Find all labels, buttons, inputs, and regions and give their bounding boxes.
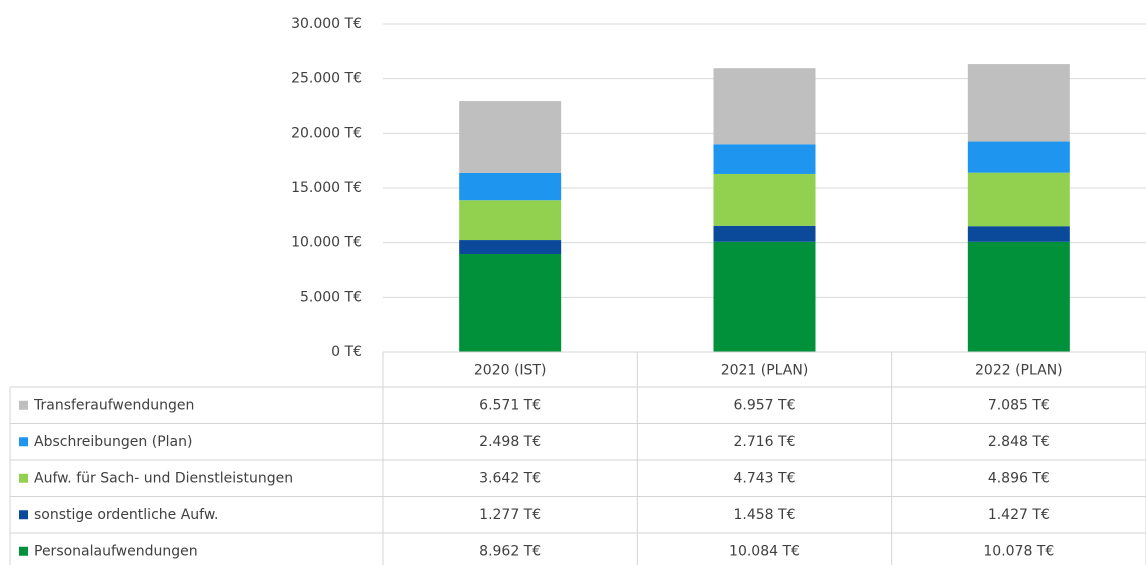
table-value: 7.085 T€ bbox=[988, 397, 1050, 413]
table-value: 2.498 T€ bbox=[479, 434, 541, 450]
bar-segment bbox=[713, 144, 816, 174]
bar-segment bbox=[459, 101, 562, 173]
x-category-label: 2021 (PLAN) bbox=[721, 363, 809, 379]
y-tick-label: 5.000 T€ bbox=[300, 289, 362, 305]
legend-key bbox=[19, 437, 28, 447]
bar-segment bbox=[713, 68, 816, 145]
legend-label: Personalaufwendungen bbox=[34, 543, 198, 559]
legend-key bbox=[19, 546, 28, 556]
table-value: 6.957 T€ bbox=[734, 397, 796, 413]
bar-segment bbox=[459, 172, 562, 201]
table-value: 8.962 T€ bbox=[479, 543, 541, 559]
bar-segment bbox=[967, 241, 1070, 352]
x-category-label: 2022 (PLAN) bbox=[975, 363, 1063, 379]
legend-key bbox=[19, 473, 28, 483]
y-tick-label: 0 T€ bbox=[331, 344, 362, 360]
table-value: 4.743 T€ bbox=[734, 470, 796, 486]
y-tick-label: 20.000 T€ bbox=[291, 125, 362, 141]
table-value: 4.896 T€ bbox=[988, 470, 1050, 486]
legend-label: Abschreibungen (Plan) bbox=[34, 434, 192, 450]
table-value: 1.458 T€ bbox=[734, 507, 796, 523]
legend-label: Aufw. für Sach- und Dienstleistungen bbox=[34, 470, 293, 486]
table-value: 6.571 T€ bbox=[479, 397, 541, 413]
bar-segment bbox=[459, 254, 562, 352]
bar-segment bbox=[967, 226, 1070, 242]
table-value: 10.078 T€ bbox=[983, 543, 1054, 559]
x-category-label: 2020 (IST) bbox=[474, 363, 547, 379]
table-value: 3.642 T€ bbox=[479, 470, 541, 486]
bar-segment bbox=[967, 141, 1070, 173]
table-value: 2.716 T€ bbox=[734, 434, 796, 450]
legend-label: Transferaufwendungen bbox=[33, 397, 194, 413]
table-value: 1.277 T€ bbox=[479, 507, 541, 523]
bar-segment bbox=[967, 64, 1070, 142]
bar-segment bbox=[713, 241, 816, 352]
y-tick-label: 10.000 T€ bbox=[291, 235, 362, 251]
bar-segment bbox=[713, 225, 816, 242]
bar-segment bbox=[967, 172, 1070, 227]
table-value: 1.427 T€ bbox=[988, 507, 1050, 523]
bar-segment bbox=[713, 173, 816, 226]
bar-segment bbox=[459, 200, 562, 241]
y-tick-label: 15.000 T€ bbox=[291, 180, 362, 196]
legend-label: sonstige ordentliche Aufw. bbox=[34, 507, 218, 523]
y-tick-label: 30.000 T€ bbox=[291, 16, 362, 32]
bar-segment bbox=[459, 240, 562, 255]
y-tick-label: 25.000 T€ bbox=[291, 71, 362, 87]
legend-key bbox=[19, 510, 28, 520]
table-value: 2.848 T€ bbox=[988, 434, 1050, 450]
table-value: 10.084 T€ bbox=[729, 543, 800, 559]
legend-key bbox=[19, 400, 28, 410]
